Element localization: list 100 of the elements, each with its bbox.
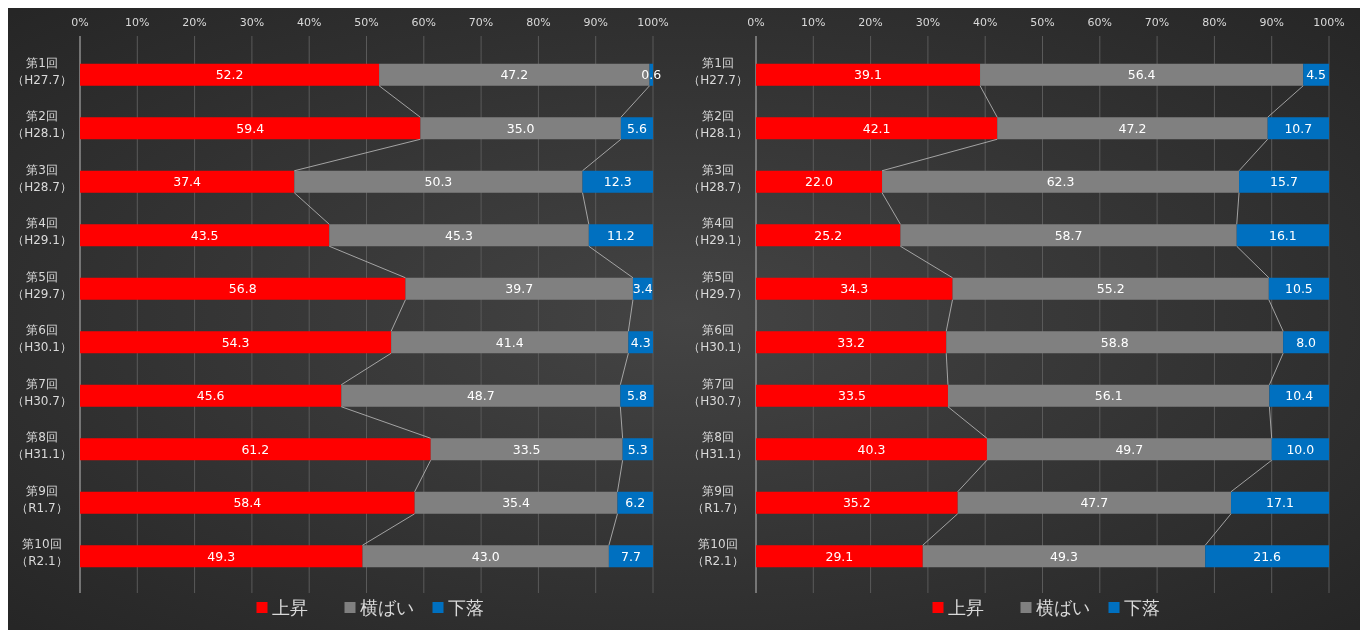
y-tick-label: 第2回（H28.1） xyxy=(687,108,749,143)
data-label: 15.7 xyxy=(1270,174,1298,190)
y-tick-label: 第3回（H28.7） xyxy=(687,161,749,196)
data-label: 33.5 xyxy=(512,441,541,457)
x-tick-label: 20% xyxy=(182,16,207,29)
x-tick-label: 30% xyxy=(915,16,941,29)
legend-label: 上昇 xyxy=(271,597,308,619)
data-label: 39.7 xyxy=(505,281,534,297)
data-label: 21.6 xyxy=(1253,548,1282,564)
data-label: 35.0 xyxy=(506,120,535,136)
y-tick-label: 第4回（H29.1） xyxy=(11,215,73,250)
x-tick-label: 80% xyxy=(526,16,551,29)
data-label: 37.4 xyxy=(173,174,202,190)
data-label: 42.1 xyxy=(862,120,891,136)
x-tick-label: 60% xyxy=(411,16,437,29)
data-label: 5.8 xyxy=(627,388,647,404)
data-label: 4.3 xyxy=(630,334,651,350)
x-tick-label: 50% xyxy=(354,16,379,29)
x-tick-label: 40% xyxy=(296,16,322,29)
data-label: 58.7 xyxy=(1054,227,1083,243)
data-label: 40.3 xyxy=(857,441,886,457)
data-label: 5.6 xyxy=(627,120,647,136)
y-tick-label: 第9回（R1.7） xyxy=(15,482,69,517)
data-label: 58.4 xyxy=(233,495,262,511)
data-label: 49.3 xyxy=(207,548,236,564)
data-label: 49.3 xyxy=(1050,548,1078,564)
data-label: 45.6 xyxy=(196,388,225,404)
data-label: 6.2 xyxy=(625,495,646,511)
data-label: 62.3 xyxy=(1046,174,1075,190)
x-tick-label: 40% xyxy=(972,16,998,29)
x-tick-label: 100% xyxy=(1313,16,1345,29)
data-label: 10.0 xyxy=(1286,441,1315,457)
data-label: 7.7 xyxy=(620,548,641,564)
data-label: 56.4 xyxy=(1127,67,1156,83)
data-label: 35.4 xyxy=(502,495,531,511)
data-label: 47.7 xyxy=(1080,495,1109,511)
legend-label: 横ばい xyxy=(359,597,414,619)
y-tick-label: 第6回（H30.1） xyxy=(11,322,73,357)
data-label: 16.1 xyxy=(1268,227,1297,243)
y-tick-label: 第7回（H30.7） xyxy=(687,375,749,410)
x-tick-label: 90% xyxy=(1259,16,1284,29)
x-tick-label: 10% xyxy=(125,16,150,29)
data-label: 8.0 xyxy=(1296,334,1317,350)
y-tick-label: 第4回（H29.1） xyxy=(687,215,749,250)
y-tick-label: 第8回（H31.1） xyxy=(687,429,749,464)
data-label: 0.6 xyxy=(641,67,662,83)
data-label: 48.7 xyxy=(466,388,495,404)
data-label: 45.3 xyxy=(445,227,473,243)
data-label: 43.5 xyxy=(190,227,219,243)
data-label: 12.3 xyxy=(603,174,632,190)
data-label: 56.1 xyxy=(1094,388,1123,404)
x-tick-label: 20% xyxy=(858,16,883,29)
data-label: 25.2 xyxy=(814,227,843,243)
data-label: 41.4 xyxy=(495,334,524,350)
data-label: 55.2 xyxy=(1096,281,1125,297)
legend-label: 下落 xyxy=(447,597,484,619)
y-tick-label: 第1回（H27.7） xyxy=(11,54,73,89)
data-label: 47.2 xyxy=(1118,120,1147,136)
data-label: 33.2 xyxy=(837,334,866,350)
data-label: 49.7 xyxy=(1115,441,1144,457)
y-tick-label: 第9回（R1.7） xyxy=(691,482,745,517)
data-label: 47.2 xyxy=(500,67,529,83)
x-tick-label: 0% xyxy=(747,16,765,29)
data-label: 10.4 xyxy=(1285,388,1314,404)
y-tick-label: 第10回（R2.1） xyxy=(691,536,745,571)
data-label: 4.5 xyxy=(1306,67,1327,83)
y-tick-label: 第2回（H28.1） xyxy=(11,108,73,143)
y-tick-label: 第10回（R2.1） xyxy=(15,536,69,571)
data-label: 5.3 xyxy=(627,441,648,457)
x-tick-label: 10% xyxy=(801,16,826,29)
data-label: 11.2 xyxy=(606,227,635,243)
data-label: 39.1 xyxy=(854,67,882,83)
data-label: 58.8 xyxy=(1100,334,1129,350)
y-tick-label: 第7回（H30.7） xyxy=(11,375,73,410)
data-label: 59.4 xyxy=(236,120,265,136)
data-label: 17.1 xyxy=(1266,495,1294,511)
data-label: 33.5 xyxy=(838,388,866,404)
data-label: 22.0 xyxy=(805,174,833,190)
data-label: 10.7 xyxy=(1284,120,1313,136)
x-tick-label: 90% xyxy=(583,16,608,29)
data-label: 43.0 xyxy=(471,548,500,564)
y-tick-label: 第5回（H29.7） xyxy=(687,268,749,303)
y-tick-label: 第1回（H27.7） xyxy=(687,54,749,89)
y-tick-label: 第3回（H28.7） xyxy=(11,161,73,196)
legend-label: 横ばい xyxy=(1035,597,1090,619)
y-tick-label: 第6回（H30.1） xyxy=(687,322,749,357)
data-label: 61.2 xyxy=(241,441,270,457)
legend-label: 下落 xyxy=(1123,597,1160,619)
data-label: 10.5 xyxy=(1285,281,1313,297)
data-label: 34.3 xyxy=(840,281,869,297)
data-label: 56.8 xyxy=(228,281,257,297)
x-tick-label: 60% xyxy=(1087,16,1113,29)
x-tick-label: 100% xyxy=(637,16,669,29)
x-tick-label: 30% xyxy=(239,16,265,29)
x-tick-label: 80% xyxy=(1202,16,1227,29)
y-tick-label: 第8回（H31.1） xyxy=(11,429,73,464)
x-tick-label: 0% xyxy=(71,16,89,29)
legend-label: 上昇 xyxy=(947,597,984,619)
data-label: 29.1 xyxy=(825,548,854,564)
x-tick-label: 70% xyxy=(468,16,494,29)
